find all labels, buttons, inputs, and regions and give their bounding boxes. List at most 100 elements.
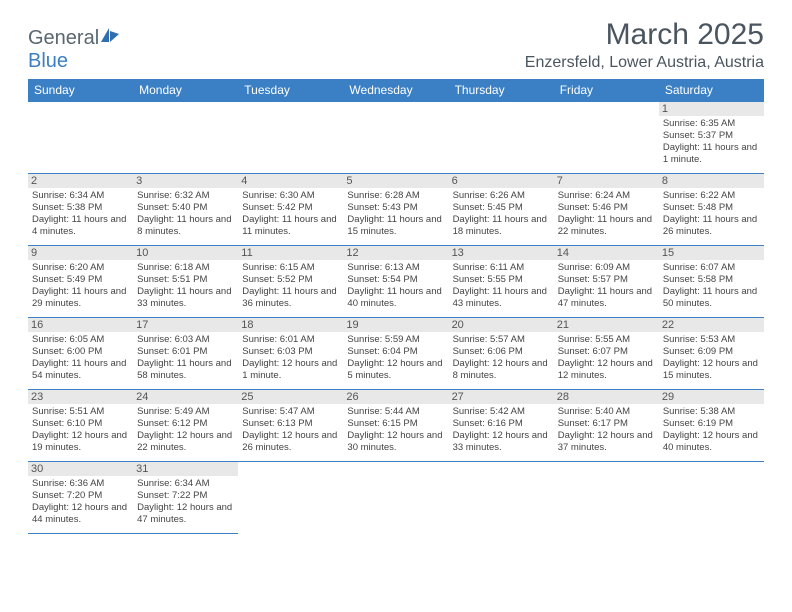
day-number: 7 [554,174,659,188]
day-info: Sunrise: 6:34 AMSunset: 5:38 PMDaylight:… [32,190,129,238]
weekday-sat: Saturday [659,79,764,102]
calendar-cell [343,462,448,534]
calendar-cell: 18 Sunrise: 6:01 AMSunset: 6:03 PMDayligh… [238,318,343,390]
calendar-cell: 4Sunrise: 6:30 AMSunset: 5:42 PMDaylight… [238,174,343,246]
day-info: Sunrise: 5:59 AMSunset: 6:04 PMDaylight:… [347,334,444,382]
day-number: 14 [554,246,659,260]
day-info: Sunrise: 6:22 AMSunset: 5:48 PMDaylight:… [663,190,760,238]
day-info: Sunrise: 6:35 AMSunset: 5:37 PMDaylight:… [663,118,760,166]
calendar-cell: 31Sunrise: 6:34 AMSunset: 7:22 PMDayligh… [133,462,238,534]
day-info: Sunrise: 6:13 AMSunset: 5:54 PMDaylight:… [347,262,444,310]
day-info: Sunrise: 6:32 AMSunset: 5:40 PMDaylight:… [137,190,234,238]
day-number: 6 [449,174,554,188]
table-row: 2 Sunrise: 6:34 AMSunset: 5:38 PMDaylight… [28,174,764,246]
calendar-cell [449,102,554,174]
day-info: Sunrise: 5:47 AMSunset: 6:13 PMDaylight:… [242,406,339,454]
weekday-row: Sunday Monday Tuesday Wednesday Thursday… [28,79,764,102]
day-number: 8 [659,174,764,188]
calendar-cell: 5 Sunrise: 6:28 AMSunset: 5:43 PMDaylight… [343,174,448,246]
calendar-cell: 9 Sunrise: 6:20 AMSunset: 5:49 PMDaylight… [28,246,133,318]
day-number: 2 [28,174,133,188]
day-info: Sunrise: 5:53 AMSunset: 6:09 PMDaylight:… [663,334,760,382]
sail-icon [99,26,121,44]
day-number: 18 [238,318,343,332]
day-info: Sunrise: 6:01 AMSunset: 6:03 PMDaylight:… [242,334,339,382]
calendar-cell: 19 Sunrise: 5:59 AMSunset: 6:04 PMDayligh… [343,318,448,390]
calendar-cell: 1 Sunrise: 6:35 AMSunset: 5:37 PMDaylight… [659,102,764,174]
table-row: 1 Sunrise: 6:35 AMSunset: 5:37 PMDaylight… [28,102,764,174]
logo: GeneralBlue [28,26,121,73]
day-number: 16 [28,318,133,332]
calendar-cell: 10 Sunrise: 6:18 AMSunset: 5:51 PMDayligh… [133,246,238,318]
table-row: 30 Sunrise: 6:36 AMSunset: 7:20 PMDayligh… [28,462,764,534]
calendar-cell: 24Sunrise: 5:49 AMSunset: 6:12 PMDayligh… [133,390,238,462]
calendar-cell [238,102,343,174]
calendar-cell: 29Sunrise: 5:38 AMSunset: 6:19 PMDayligh… [659,390,764,462]
day-info: Sunrise: 5:38 AMSunset: 6:19 PMDaylight:… [663,406,760,454]
calendar-cell [133,102,238,174]
day-number: 10 [133,246,238,260]
day-info: Sunrise: 6:28 AMSunset: 5:43 PMDaylight:… [347,190,444,238]
table-row: 9 Sunrise: 6:20 AMSunset: 5:49 PMDaylight… [28,246,764,318]
day-number: 17 [133,318,238,332]
day-info: Sunrise: 6:03 AMSunset: 6:01 PMDaylight:… [137,334,234,382]
calendar-cell [554,462,659,534]
weekday-fri: Friday [554,79,659,102]
day-number: 5 [343,174,448,188]
day-info: Sunrise: 6:26 AMSunset: 5:45 PMDaylight:… [453,190,550,238]
calendar-cell [343,102,448,174]
calendar-cell: 25Sunrise: 5:47 AMSunset: 6:13 PMDayligh… [238,390,343,462]
day-info: Sunrise: 6:07 AMSunset: 5:58 PMDaylight:… [663,262,760,310]
calendar-cell: 6 Sunrise: 6:26 AMSunset: 5:45 PMDaylight… [449,174,554,246]
calendar-cell [238,462,343,534]
calendar-cell: 16Sunrise: 6:05 AMSunset: 6:00 PMDayligh… [28,318,133,390]
calendar-cell: 21 Sunrise: 5:55 AMSunset: 6:07 PMDayligh… [554,318,659,390]
day-number: 21 [554,318,659,332]
calendar-cell: 14 Sunrise: 6:09 AMSunset: 5:57 PMDayligh… [554,246,659,318]
month-title: March 2025 [525,18,764,52]
day-info: Sunrise: 6:20 AMSunset: 5:49 PMDaylight:… [32,262,129,310]
calendar-cell [449,462,554,534]
weekday-tue: Tuesday [238,79,343,102]
day-info: Sunrise: 5:57 AMSunset: 6:06 PMDaylight:… [453,334,550,382]
day-number: 11 [238,246,343,260]
calendar-cell: 12 Sunrise: 6:13 AMSunset: 5:54 PMDayligh… [343,246,448,318]
logo-text-2: Blue [28,50,68,72]
day-info: Sunrise: 5:51 AMSunset: 6:10 PMDaylight:… [32,406,129,454]
day-info: Sunrise: 6:36 AMSunset: 7:20 PMDaylight:… [32,478,129,526]
day-info: Sunrise: 5:42 AMSunset: 6:16 PMDaylight:… [453,406,550,454]
calendar-cell: 26 Sunrise: 5:44 AMSunset: 6:15 PMDayligh… [343,390,448,462]
calendar-cell: 28Sunrise: 5:40 AMSunset: 6:17 PMDayligh… [554,390,659,462]
day-number: 13 [449,246,554,260]
calendar-cell: 7Sunrise: 6:24 AMSunset: 5:46 PMDaylight… [554,174,659,246]
day-info: Sunrise: 6:15 AMSunset: 5:52 PMDaylight:… [242,262,339,310]
day-number: 30 [28,462,133,476]
day-info: Sunrise: 5:44 AMSunset: 6:15 PMDaylight:… [347,406,444,454]
day-number: 12 [343,246,448,260]
calendar-cell: 27Sunrise: 5:42 AMSunset: 6:16 PMDayligh… [449,390,554,462]
location: Enzersfeld, Lower Austria, Austria [525,54,764,72]
day-number: 20 [449,318,554,332]
day-number: 9 [28,246,133,260]
day-info: Sunrise: 6:09 AMSunset: 5:57 PMDaylight:… [558,262,655,310]
calendar-cell: 2 Sunrise: 6:34 AMSunset: 5:38 PMDaylight… [28,174,133,246]
day-number: 19 [343,318,448,332]
calendar-cell: 20 Sunrise: 5:57 AMSunset: 6:06 PMDayligh… [449,318,554,390]
weekday-mon: Monday [133,79,238,102]
day-info: Sunrise: 6:11 AMSunset: 5:55 PMDaylight:… [453,262,550,310]
calendar-cell: 30 Sunrise: 6:36 AMSunset: 7:20 PMDayligh… [28,462,133,534]
day-number: 26 [343,390,448,404]
calendar-cell: 23 Sunrise: 5:51 AMSunset: 6:10 PMDayligh… [28,390,133,462]
weekday-sun: Sunday [28,79,133,102]
day-number: 23 [28,390,133,404]
logo-text-1: General [28,27,99,49]
logo-text: GeneralBlue [28,26,121,73]
calendar-cell: 15Sunrise: 6:07 AMSunset: 5:58 PMDayligh… [659,246,764,318]
day-info: Sunrise: 6:18 AMSunset: 5:51 PMDaylight:… [137,262,234,310]
calendar-cell: 22Sunrise: 5:53 AMSunset: 6:09 PMDayligh… [659,318,764,390]
weekday-wed: Wednesday [343,79,448,102]
day-number: 1 [659,102,764,116]
day-number: 28 [554,390,659,404]
day-number: 3 [133,174,238,188]
day-info: Sunrise: 5:55 AMSunset: 6:07 PMDaylight:… [558,334,655,382]
